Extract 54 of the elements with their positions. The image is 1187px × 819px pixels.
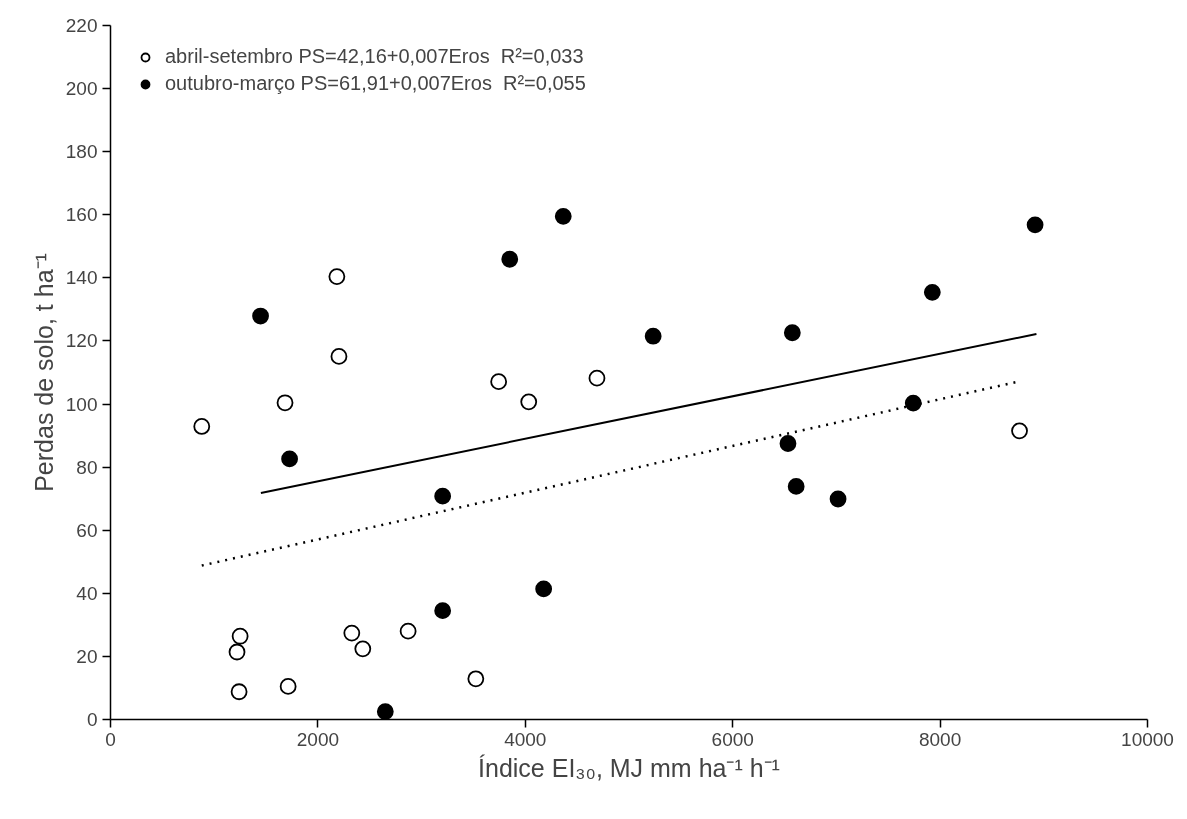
legend-label: outubro-março PS=61,91+0,007Eros R²=0,055 — [165, 72, 586, 95]
point — [193, 418, 211, 435]
point — [904, 394, 922, 412]
point — [279, 677, 297, 695]
y-tick-label: 20 — [76, 645, 98, 667]
point — [787, 477, 805, 495]
point — [434, 487, 452, 505]
point — [354, 640, 372, 658]
point — [328, 268, 346, 285]
point — [1026, 216, 1044, 234]
y-tick-label: 60 — [76, 519, 98, 541]
y-tick-label: 220 — [65, 15, 98, 36]
y-tick-label: 200 — [65, 78, 98, 100]
y-axis-title: Perdas de solo, t ha⁻¹ — [29, 253, 58, 492]
point — [588, 369, 606, 387]
point — [779, 435, 797, 452]
x-tick-label: 0 — [105, 728, 116, 750]
point — [281, 450, 298, 468]
x-axis-title: Índice EI₃₀, MJ mm ha⁻¹ h⁻¹ — [478, 753, 780, 782]
y-tick-label: 160 — [65, 204, 98, 226]
point — [376, 703, 394, 720]
point — [923, 283, 941, 301]
point — [330, 348, 348, 365]
x-tick-label: 6000 — [711, 728, 754, 750]
point — [829, 490, 847, 508]
point — [554, 207, 572, 225]
point — [228, 643, 246, 661]
y-tick-label: 80 — [76, 456, 98, 478]
point — [490, 373, 508, 391]
point — [783, 324, 801, 342]
point — [1011, 422, 1028, 440]
y-tick-label: 0 — [86, 709, 98, 730]
y-tick-label: 180 — [65, 141, 98, 163]
point — [230, 683, 248, 701]
point — [231, 627, 249, 645]
point — [399, 622, 417, 640]
y-tick-label: 100 — [65, 393, 98, 415]
point — [520, 393, 538, 411]
y-tick-label: 140 — [65, 267, 98, 289]
point — [467, 670, 485, 688]
y-tick-label: 40 — [76, 582, 98, 604]
point — [252, 307, 269, 325]
x-tick-label: 8000 — [918, 728, 962, 750]
x-tick-label: 4000 — [504, 728, 547, 750]
legend-label: abril-setembro PS=42,16+0,007Eros R²=0,033 — [165, 45, 584, 68]
point — [644, 327, 662, 345]
point — [343, 624, 361, 642]
point — [434, 602, 452, 620]
point — [276, 394, 294, 412]
point — [535, 580, 553, 598]
x-tick-label: 10000 — [1121, 728, 1174, 750]
point — [501, 250, 519, 268]
y-tick-label: 120 — [65, 330, 98, 352]
x-tick-label: 2000 — [296, 728, 340, 750]
